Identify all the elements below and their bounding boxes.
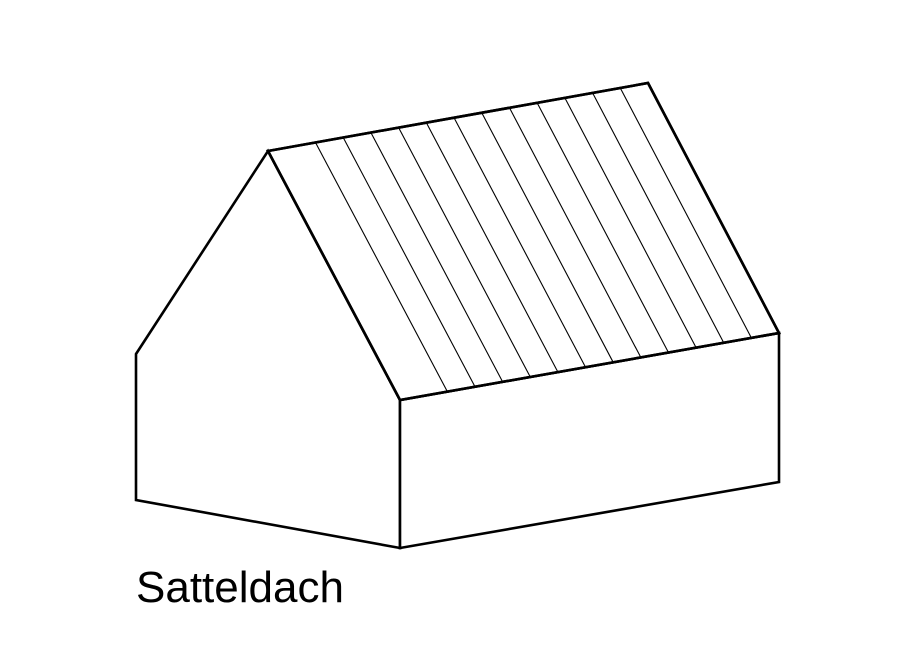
roof-seam-line (425, 122, 559, 373)
roof-outline (266, 81, 781, 402)
roof-seam-line (619, 87, 752, 339)
roof-seam-line (536, 102, 669, 353)
roof-seam-line (592, 92, 725, 344)
roof-seam-lines (315, 87, 752, 392)
roof-seam-line (508, 107, 642, 358)
roof-seam-line (453, 117, 587, 368)
roof-seam-line (564, 97, 697, 348)
roof-seam-line (315, 142, 448, 392)
roof-seam-line (370, 132, 504, 383)
roof-seam-line (342, 137, 476, 387)
roof-seam-line (481, 112, 614, 363)
roof-seam-line (398, 127, 531, 378)
diagram-caption: Satteldach (136, 563, 344, 612)
